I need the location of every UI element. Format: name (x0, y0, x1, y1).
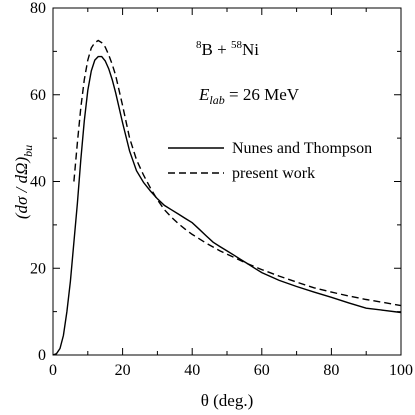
reaction-annotation: 8B + 58Ni (196, 39, 259, 59)
reaction-sup2: 58 (231, 39, 243, 51)
series-layer (52, 39, 402, 356)
y-tick-label: 0 (38, 347, 46, 364)
energy-value: = 26 MeV (225, 85, 300, 104)
energy-annotation: Elab = 26 MeV (198, 85, 300, 107)
y-axis-title: (dσ / dΩ)bu (12, 145, 35, 219)
energy-symbol: E (198, 85, 210, 104)
x-tick-label: 80 (323, 362, 339, 379)
plot-frame (52, 7, 402, 356)
reaction-part1: B + (202, 40, 231, 59)
y-tick-label: 60 (30, 87, 46, 104)
y-axis-title-main: (dσ / dΩ) (12, 157, 31, 220)
y-tick-label: 80 (30, 0, 46, 17)
energy-subscript: lab (209, 93, 224, 107)
legend-label-dashed: present work (232, 165, 315, 182)
y-tick-label: 40 (30, 174, 46, 191)
x-tick-label: 20 (115, 362, 131, 379)
x-tick-label: 0 (49, 362, 57, 379)
y-axis-title-sub: bu (21, 145, 35, 157)
reaction-part2: Ni (242, 40, 259, 59)
y-tick-label: 20 (30, 260, 46, 277)
x-tick-label: 40 (184, 362, 200, 379)
legend-label-solid: Nunes and Thompson (232, 140, 372, 157)
x-tick-label: 60 (254, 362, 270, 379)
x-axis-title: θ (deg.) (201, 391, 254, 410)
x-tick-label: 100 (389, 362, 413, 379)
reaction-sup1: 8 (196, 39, 202, 51)
ticks-layer: 0 20 40 60 80 100 0 20 40 60 80 (30, 0, 413, 379)
legend: Nunes and Thompson present work (168, 140, 372, 182)
